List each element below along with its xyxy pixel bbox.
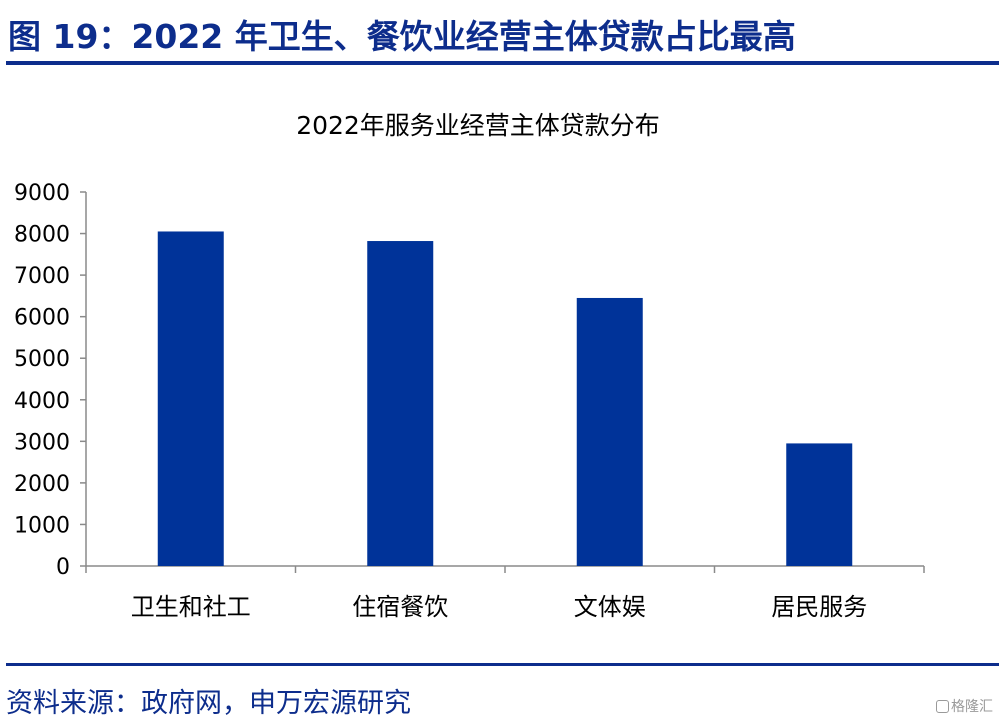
bar-4 [786, 443, 853, 566]
watermark-logo-icon [936, 700, 949, 713]
chart-title: 2022年服务业经营主体贷款分布 [296, 111, 660, 140]
y-tick-label: 5000 [14, 347, 70, 372]
y-tick-label: 7000 [14, 264, 70, 289]
x-tick-label: 住宿餐饮 [352, 593, 448, 621]
y-tick-label: 6000 [14, 306, 70, 331]
bar-3 [576, 297, 643, 566]
y-tick-label: 2000 [14, 472, 70, 497]
watermark-text: 格隆汇 [951, 699, 993, 715]
y-axis: 0 1000 2000 3000 4000 5000 6000 7000 8000 9000 [14, 181, 87, 580]
bar-1 [157, 231, 224, 566]
x-tick-label: 卫生和社工 [131, 593, 251, 621]
x-axis: 卫生和社工 住宿餐饮 文体娱 居民服务 [85, 565, 925, 621]
title-divider [6, 61, 999, 65]
x-tick-label: 居民服务 [771, 593, 867, 621]
x-tick-label: 文体娱 [574, 593, 646, 621]
y-tick-label: 1000 [14, 513, 70, 538]
watermark: 格隆汇 [936, 696, 993, 716]
bar-chart: 2022年服务业经营主体贷款分布 0 1000 2000 3000 4000 5000 60… [14, 111, 925, 621]
y-tick-label: 9000 [14, 181, 70, 206]
y-tick-label: 4000 [14, 389, 70, 414]
y-tick-label: 3000 [14, 430, 70, 455]
figure-title: 图 19：2022 年卫生、餐饮业经营主体贷款占比最高 [8, 17, 796, 56]
source-note: 资料来源：政府网，申万宏源研究 [6, 688, 411, 719]
bar-2 [367, 241, 434, 566]
bars [157, 231, 853, 566]
source-divider [6, 663, 999, 666]
y-tick-label: 0 [56, 555, 70, 580]
y-tick-label: 8000 [14, 223, 70, 248]
